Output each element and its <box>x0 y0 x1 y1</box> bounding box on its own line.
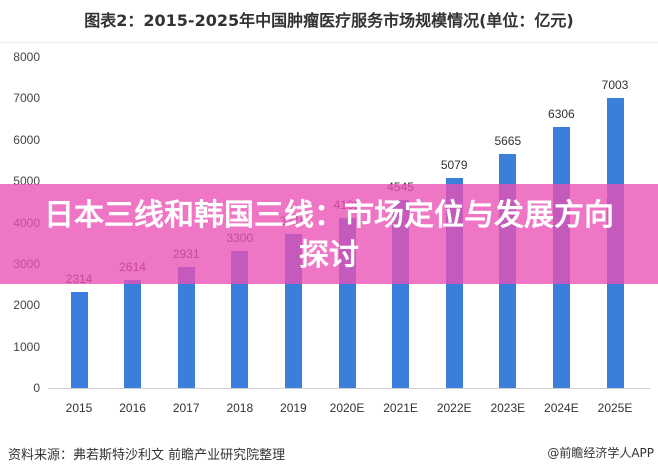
y-tick-label: 6000 <box>13 132 40 147</box>
value-label: 6306 <box>548 107 575 122</box>
bar-2018 <box>231 251 249 388</box>
x-tick-label: 2019 <box>280 401 307 415</box>
value-label: 5665 <box>494 133 522 148</box>
x-tick-label: 2020E <box>329 401 365 415</box>
x-tick-label: 2024E <box>544 401 579 415</box>
bar-2017 <box>177 266 195 388</box>
x-tick-label: 2025E <box>597 401 633 415</box>
x-tick-label: 2023E <box>490 401 526 415</box>
source-note: 资料来源：弗若斯特沙利文 前瞻产业研究院整理 <box>8 448 286 463</box>
x-tick-label: 2017 <box>172 401 200 415</box>
x-tick-label: 2021E <box>383 401 418 415</box>
y-tick-label: 7000 <box>13 91 40 106</box>
x-axis-line <box>48 388 650 389</box>
value-label: 7003 <box>601 78 629 93</box>
x-tick-label: 2018 <box>226 401 254 415</box>
y-tick-label: 2000 <box>13 298 40 313</box>
y-tick-label: 8000 <box>13 50 40 64</box>
x-tick-label: 2022E <box>436 401 472 415</box>
plot-area <box>0 42 658 435</box>
x-tick-label: 2016 <box>119 401 146 415</box>
overlay-banner <box>0 184 658 284</box>
bar-2016 <box>124 279 142 388</box>
bar-2015 <box>70 292 88 388</box>
value-label: 5079 <box>440 157 468 172</box>
chart-title: 图表2：2015-2025年中国肿瘤医疗服务市场规模情况(单位：亿元) <box>84 11 574 30</box>
x-tick-label: 2015 <box>65 401 93 415</box>
brand-watermark: @前瞻经济学人APP <box>547 446 654 460</box>
y-tick-label: 0 <box>33 381 40 395</box>
banner-title: 日本三线和韩国三线：市场定位与发展方向探讨 <box>44 198 614 273</box>
footer: 资料来源：弗若斯特沙利文 前瞻产业研究院整理 @前瞻经济学人APP <box>0 434 658 471</box>
y-tick-label: 1000 <box>13 339 40 354</box>
